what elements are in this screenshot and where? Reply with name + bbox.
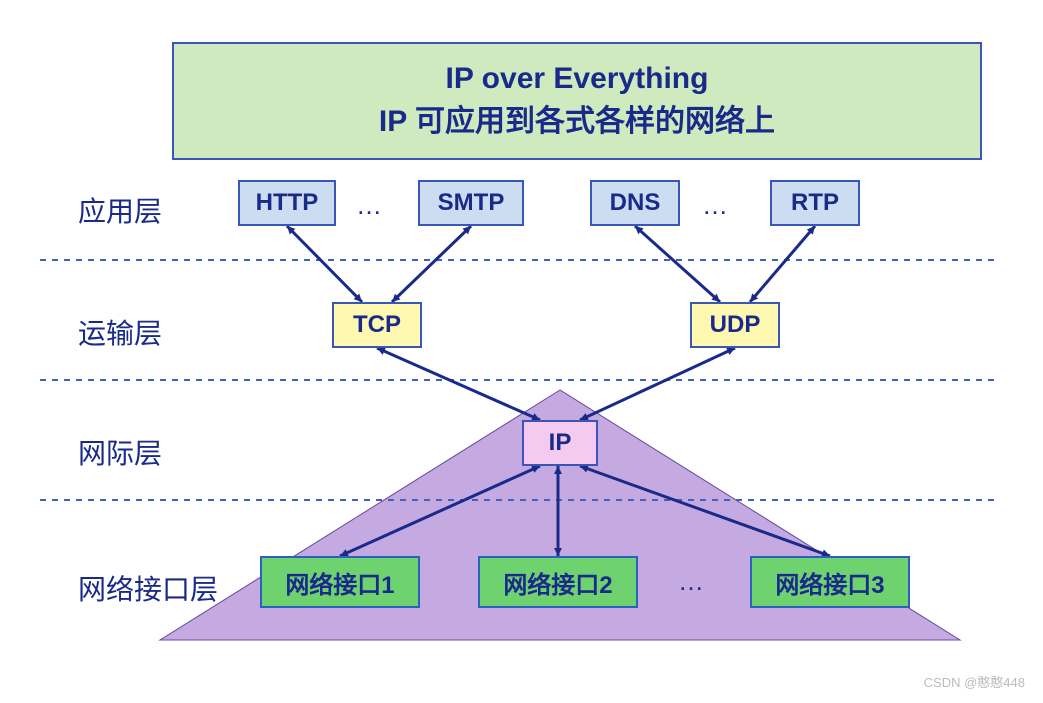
node-rtp: RTP — [770, 180, 860, 226]
layer-label: 应用层 — [78, 190, 162, 230]
header-title-zh: IP 可应用到各式各样的网络上 — [379, 96, 775, 140]
arrows-group — [287, 226, 830, 556]
layer-dividers — [40, 260, 1000, 500]
watermark: CSDN @憨憨448 — [924, 672, 1025, 691]
node-dns: DNS — [590, 180, 680, 226]
header-banner: IP over Everything IP 可应用到各式各样的网络上 — [172, 42, 982, 160]
ellipsis: … — [702, 190, 728, 221]
layer-label: 运输层 — [78, 312, 162, 352]
diagram-canvas: IP over Everything IP 可应用到各式各样的网络上 应用层运输… — [0, 0, 1043, 703]
node-tcp: TCP — [332, 302, 422, 348]
node-ip: IP — [522, 420, 598, 466]
node-smtp: SMTP — [418, 180, 524, 226]
layer-label: 网际层 — [78, 432, 162, 472]
node-nif3: 网络接口3 — [750, 556, 910, 608]
ellipsis: … — [678, 566, 704, 597]
ellipsis: … — [356, 190, 382, 221]
node-http: HTTP — [238, 180, 336, 226]
node-udp: UDP — [690, 302, 780, 348]
node-nif1: 网络接口1 — [260, 556, 420, 608]
layer-label: 网络接口层 — [78, 568, 218, 608]
node-nif2: 网络接口2 — [478, 556, 638, 608]
header-title-en: IP over Everything — [446, 62, 709, 96]
